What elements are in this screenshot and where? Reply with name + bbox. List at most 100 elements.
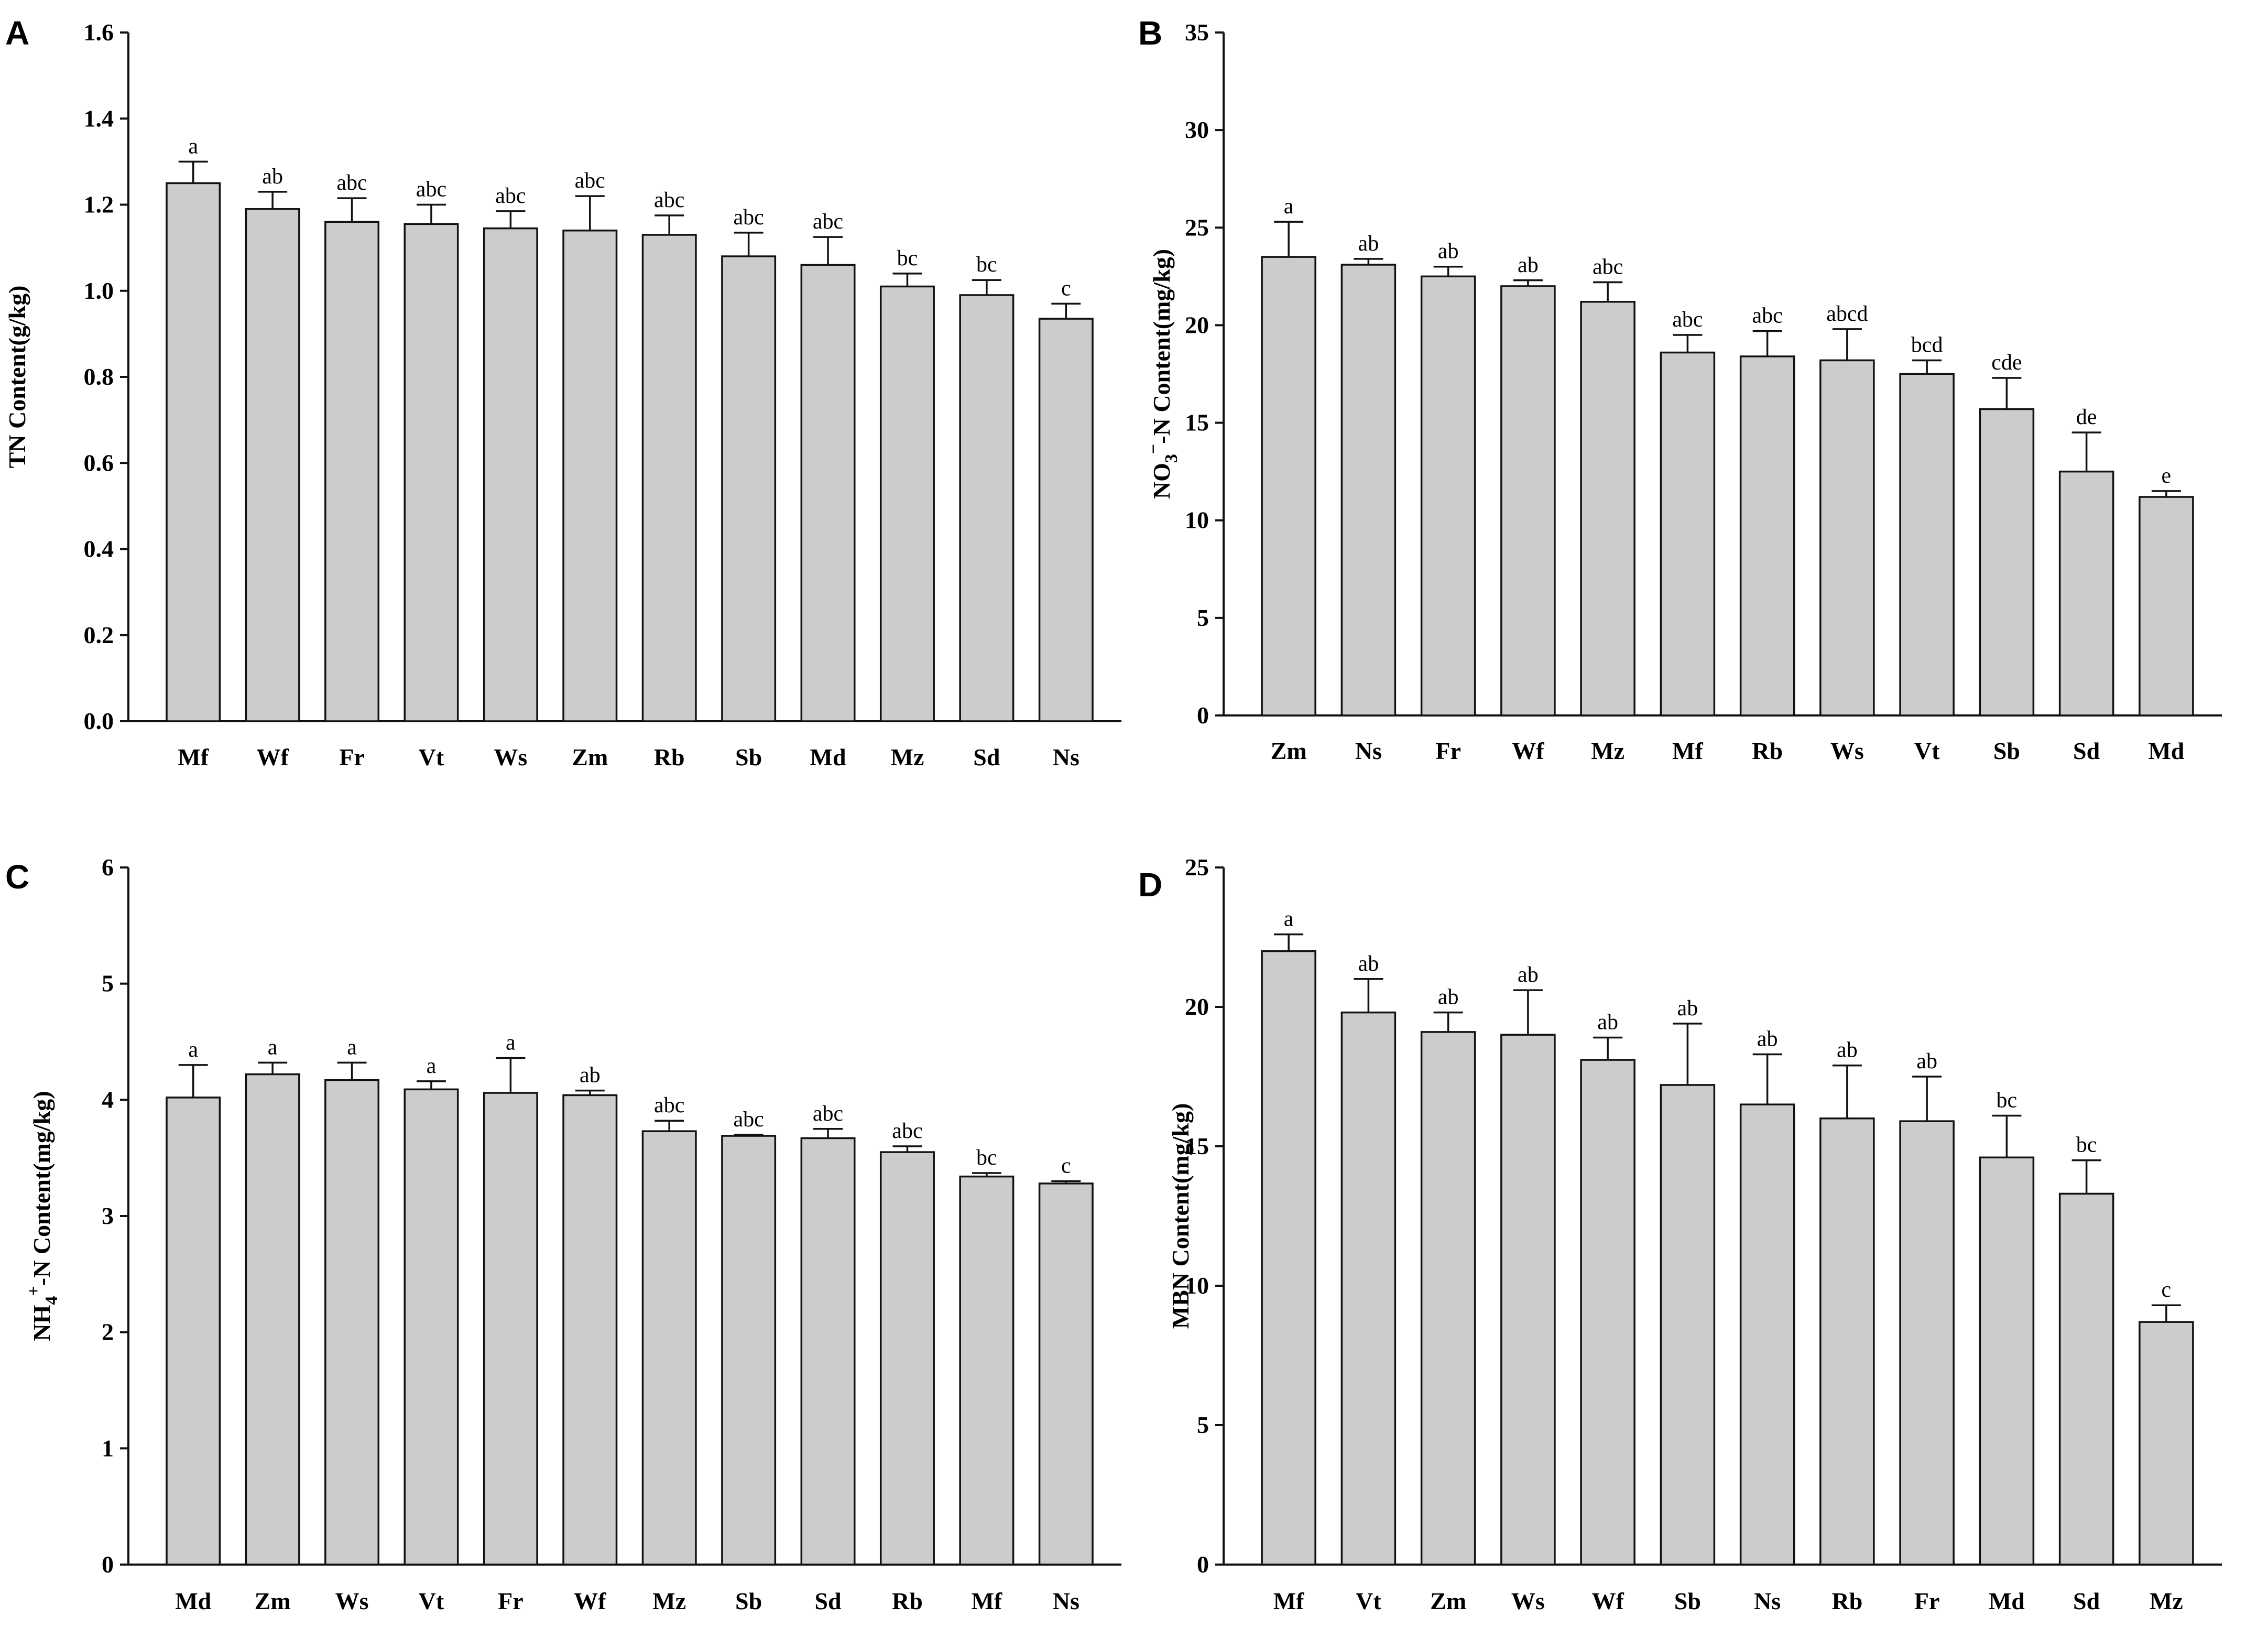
bar — [641, 234, 697, 722]
significance-label: bc — [976, 1146, 997, 1170]
category-label: Rb — [1752, 737, 1783, 764]
bar — [1739, 1103, 1795, 1566]
bar — [2139, 496, 2194, 717]
y-axis-title-part: NO — [1148, 463, 1175, 499]
category-label: Sb — [735, 1588, 762, 1614]
bar — [2058, 470, 2114, 717]
panel-c: C 0 1 2 3 4 5 6 a Md a Zm a Ws a Vt a Fr ab Wf abc Mz abc Sb abc… — [5, 854, 1121, 1614]
significance-label: abc — [1752, 304, 1782, 328]
category-label: Sb — [1993, 737, 2020, 764]
y-tick-label: 35 — [1185, 19, 1209, 46]
bar — [879, 1151, 935, 1566]
bar — [1340, 264, 1397, 717]
y-tick-label: 0.8 — [84, 363, 114, 390]
panel-letter: C — [5, 858, 29, 896]
significance-label: abc — [733, 1108, 764, 1132]
significance-label: abc — [575, 169, 605, 193]
y-tick-label: 15 — [1185, 1133, 1209, 1159]
significance-label: a — [1284, 907, 1294, 931]
category-label: Mz — [652, 1588, 686, 1614]
y-tick-label: 5 — [102, 970, 114, 997]
category-label: Ns — [1053, 744, 1080, 770]
y-axis-title-part: NH — [28, 1305, 55, 1341]
significance-label: abc — [654, 1093, 684, 1117]
y-tick-label: 1.2 — [84, 191, 114, 218]
bar — [959, 294, 1015, 722]
y-tick-label: 5 — [1197, 604, 1209, 631]
y-axis-title: NO3−-N Content(mg/kg) — [1144, 249, 1181, 499]
significance-label: ab — [1358, 232, 1379, 256]
bar — [1660, 351, 1716, 717]
y-tick-label: 10 — [1185, 507, 1209, 534]
significance-label: ab — [1597, 1011, 1618, 1035]
category-label: Mf — [972, 1588, 1002, 1614]
category-label: Ws — [494, 744, 527, 770]
y-tick-label: 0.6 — [84, 449, 114, 476]
significance-label: abc — [416, 178, 446, 202]
bar — [800, 1137, 856, 1566]
y-tick-label: 2 — [102, 1319, 114, 1345]
category-label: Zm — [1271, 737, 1307, 764]
bar — [166, 1097, 221, 1566]
bar — [1899, 373, 1955, 717]
significance-label: ab — [1518, 963, 1539, 987]
y-axis-title-subscript: 3 — [1162, 454, 1181, 463]
category-label: Vt — [1356, 1588, 1381, 1614]
panel-b: B 0 5 10 15 20 25 30 35 a Zm ab Ns ab Fr ab Wf abc Mz abc Mf… — [1138, 14, 2222, 764]
y-axis-title: MBN Content(mg/kg) — [1167, 1103, 1194, 1329]
bar — [166, 182, 221, 722]
category-label: Ws — [335, 1588, 369, 1614]
bar — [1500, 1034, 1556, 1566]
significance-label: ab — [1438, 985, 1459, 1010]
y-tick-label: 25 — [1185, 854, 1209, 881]
category-label: Fr — [1435, 737, 1461, 764]
bar — [1899, 1120, 1955, 1566]
bar — [2058, 1192, 2114, 1566]
bar — [1819, 359, 1875, 717]
significance-label: bc — [2076, 1133, 2097, 1157]
category-label: Zm — [572, 744, 608, 770]
bar — [959, 1175, 1015, 1566]
significance-label: a — [1284, 194, 1294, 219]
significance-label: cde — [1991, 351, 2022, 375]
bar — [1500, 285, 1556, 717]
significance-label: ab — [1837, 1038, 1858, 1062]
category-label: Md — [175, 1588, 211, 1614]
category-label: Mz — [891, 744, 924, 770]
bar — [1420, 1031, 1476, 1566]
category-label: Vt — [1914, 737, 1940, 764]
bar — [562, 1094, 618, 1566]
bar — [1340, 1011, 1397, 1566]
category-label: Ns — [1754, 1588, 1781, 1614]
category-label: Zm — [1430, 1588, 1466, 1614]
y-axis-title-subscript: 4 — [42, 1296, 61, 1305]
significance-label: abc — [654, 188, 684, 212]
y-tick-label: 20 — [1185, 993, 1209, 1020]
bar — [1420, 275, 1476, 717]
significance-label: a — [188, 1038, 198, 1062]
significance-label: ab — [1916, 1049, 1937, 1073]
bar — [1038, 318, 1094, 722]
y-tick-label: 20 — [1185, 311, 1209, 338]
bar — [1580, 301, 1635, 717]
significance-label: a — [506, 1031, 516, 1055]
category-label: Md — [1989, 1588, 2025, 1614]
category-label: Mf — [178, 744, 209, 770]
significance-label: de — [2076, 405, 2097, 429]
bar — [2139, 1321, 2194, 1566]
bar — [1979, 1156, 2035, 1566]
category-label: Sb — [735, 744, 762, 770]
y-tick-label: 1.0 — [84, 277, 114, 304]
significance-label: abc — [892, 1119, 922, 1143]
y-tick-label: 3 — [102, 1202, 114, 1229]
y-tick-label: 15 — [1185, 409, 1209, 436]
significance-label: abc — [733, 205, 764, 230]
category-label: Ws — [1511, 1588, 1545, 1614]
category-label: Md — [2148, 737, 2184, 764]
y-axis-title-part: -N Content(mg/kg) — [28, 1091, 55, 1286]
significance-label: abcd — [1826, 302, 1868, 326]
category-label: Rb — [654, 744, 685, 770]
bar — [245, 1073, 300, 1566]
significance-label: bc — [897, 246, 918, 270]
